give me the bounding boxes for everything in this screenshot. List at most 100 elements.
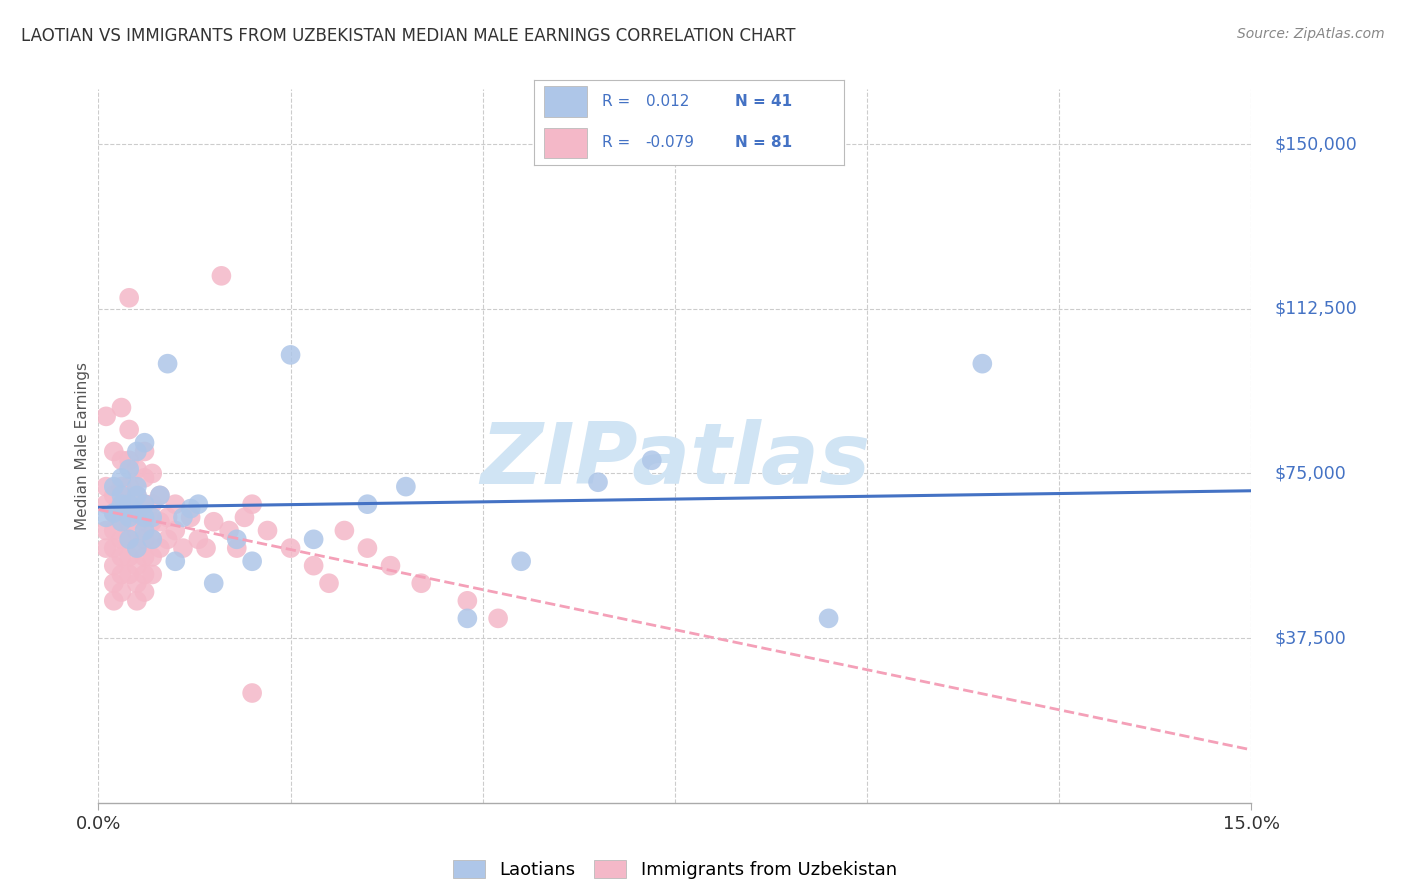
Point (180, 510, 202, 524)
Text: LAOTIAN VS IMMIGRANTS FROM UZBEKISTAN MEDIAN MALE EARNINGS CORRELATION CHART: LAOTIAN VS IMMIGRANTS FROM UZBEKISTAN ME… (21, 27, 796, 45)
Point (240, 554, 263, 568)
Point (118, 291, 141, 305)
Point (256, 524, 278, 538)
Point (125, 462, 148, 476)
Point (103, 558, 125, 573)
Point (356, 541, 378, 555)
Point (110, 488, 132, 502)
Point (395, 480, 418, 494)
Text: $37,500: $37,500 (1274, 629, 1346, 647)
Point (456, 611, 478, 625)
Point (118, 533, 141, 547)
Point (141, 549, 163, 564)
Point (187, 497, 209, 511)
Point (134, 444, 156, 458)
Point (118, 453, 141, 467)
Bar (544, 87, 586, 117)
Point (125, 480, 148, 494)
Point (141, 533, 163, 547)
Point (172, 510, 194, 524)
Point (318, 576, 340, 591)
Point (110, 533, 132, 547)
Point (110, 471, 132, 485)
Point (125, 576, 148, 591)
Point (103, 576, 125, 591)
Point (240, 686, 263, 700)
Text: N = 81: N = 81 (735, 136, 793, 151)
Point (141, 510, 163, 524)
Point (134, 524, 156, 538)
Point (380, 558, 402, 573)
Point (118, 515, 141, 529)
Point (134, 567, 156, 582)
Point (110, 567, 132, 582)
Text: $112,500: $112,500 (1274, 300, 1357, 318)
Y-axis label: Median Male Earnings: Median Male Earnings (75, 362, 90, 530)
Point (103, 480, 125, 494)
Point (118, 480, 141, 494)
Point (411, 576, 433, 591)
Point (125, 506, 148, 520)
Point (486, 611, 509, 625)
Point (134, 549, 156, 564)
Point (134, 585, 156, 599)
Text: Source: ZipAtlas.com: Source: ZipAtlas.com (1237, 27, 1385, 41)
Point (149, 515, 172, 529)
Point (240, 497, 263, 511)
Point (233, 510, 256, 524)
Text: $150,000: $150,000 (1274, 135, 1357, 153)
Point (180, 501, 202, 516)
Point (817, 611, 839, 625)
Point (125, 558, 148, 573)
Point (110, 515, 132, 529)
Point (125, 488, 148, 502)
Point (156, 533, 179, 547)
Text: R =: R = (602, 94, 630, 109)
Point (110, 453, 132, 467)
Point (118, 423, 141, 437)
Point (202, 515, 225, 529)
Point (125, 541, 148, 555)
Text: R =: R = (602, 136, 630, 151)
Point (110, 515, 132, 529)
Point (141, 515, 163, 529)
Point (94, 409, 117, 424)
Point (165, 497, 187, 511)
Point (118, 549, 141, 564)
Text: $75,000: $75,000 (1274, 465, 1346, 483)
Point (125, 506, 148, 520)
Point (149, 488, 172, 502)
Point (134, 533, 156, 547)
Point (110, 480, 132, 494)
Point (103, 541, 125, 555)
Point (218, 524, 240, 538)
Point (118, 497, 141, 511)
Point (195, 541, 218, 555)
Point (510, 554, 533, 568)
Point (356, 497, 378, 511)
Point (134, 497, 156, 511)
Point (134, 471, 156, 485)
Point (134, 510, 156, 524)
Point (165, 554, 187, 568)
Point (141, 533, 163, 547)
Point (94, 524, 117, 538)
Text: 0.012: 0.012 (645, 94, 689, 109)
Point (209, 268, 232, 283)
Point (302, 533, 325, 547)
Point (280, 348, 302, 362)
Point (134, 497, 156, 511)
Point (125, 594, 148, 608)
Point (972, 357, 994, 371)
Point (172, 541, 194, 555)
Point (280, 541, 302, 555)
Point (134, 435, 156, 450)
Point (103, 594, 125, 608)
Point (125, 444, 148, 458)
Point (94, 510, 117, 524)
Point (118, 497, 141, 511)
Text: -0.079: -0.079 (645, 136, 695, 151)
Point (94, 480, 117, 494)
Point (302, 558, 325, 573)
Text: N = 41: N = 41 (735, 94, 793, 109)
